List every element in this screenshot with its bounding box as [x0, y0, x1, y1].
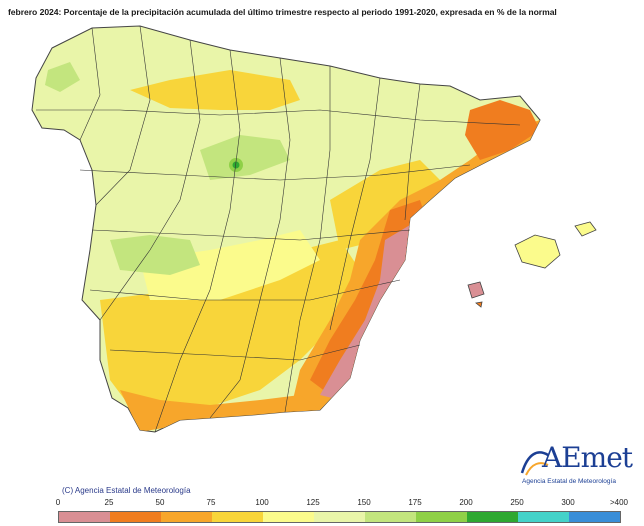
- legend-swatch: [416, 512, 467, 522]
- map-title: febrero 2024: Porcentaje de la precipita…: [8, 7, 557, 17]
- logo-swoosh-icon: [520, 451, 549, 476]
- zone-125-150-northwest: [45, 62, 80, 92]
- zone-50-75-south-coast: [120, 390, 320, 432]
- zone-75-100-east: [330, 160, 440, 250]
- legend-swatch: [314, 512, 365, 522]
- zone-75-100-south: [100, 240, 360, 420]
- legend-swatch: [263, 512, 314, 522]
- formentera: [475, 301, 483, 308]
- precipitation-map: [31, 25, 597, 433]
- logo-subtitle: Agencia Estatal de Meteorología: [522, 478, 616, 485]
- legend-label: 200: [459, 498, 473, 507]
- legend-label: 50: [155, 498, 165, 507]
- province-borders: [36, 25, 521, 433]
- color-legend-bar: [58, 511, 621, 523]
- legend-label: 25: [104, 498, 114, 507]
- copyright-notice: (C) Agencia Estatal de Meteorología: [62, 486, 191, 495]
- legend-swatch: [59, 512, 110, 522]
- legend-label: 0: [55, 498, 61, 507]
- legend-label: >400: [609, 498, 629, 507]
- legend-label: 175: [408, 498, 422, 507]
- legend-label: 100: [255, 498, 269, 507]
- legend-swatch: [212, 512, 263, 522]
- legend-labels: 0 25 50 75 100 125 150 175 200 250 300 >…: [0, 498, 644, 510]
- legend-label: 300: [561, 498, 575, 507]
- legend-swatch: [161, 512, 212, 522]
- legend-swatch: [569, 512, 620, 522]
- zone-125-150-extremadura: [110, 235, 200, 275]
- legend-label: 125: [306, 498, 320, 507]
- legend-swatch: [467, 512, 518, 522]
- mallorca: [514, 234, 561, 269]
- zone-75-100-north: [130, 70, 300, 110]
- zone-25-50-catalonia: [465, 100, 540, 160]
- zone-175-200-spot: [232, 161, 240, 169]
- legend-swatch: [110, 512, 161, 522]
- menorca: [574, 221, 597, 237]
- ibiza: [467, 281, 485, 299]
- legend-label: 150: [357, 498, 371, 507]
- legend-swatch: [365, 512, 416, 522]
- aemet-logo: AEmet Agencia Estatal de Meteorología: [514, 441, 633, 489]
- legend-label: 250: [510, 498, 524, 507]
- zone-0-25-southeast: [320, 225, 420, 400]
- logo-text: AEmet: [542, 441, 633, 474]
- zone-100-125-center: [140, 230, 320, 300]
- legend-swatch: [518, 512, 569, 522]
- legend-label: 75: [206, 498, 216, 507]
- zone-125-150-castile: [200, 135, 290, 180]
